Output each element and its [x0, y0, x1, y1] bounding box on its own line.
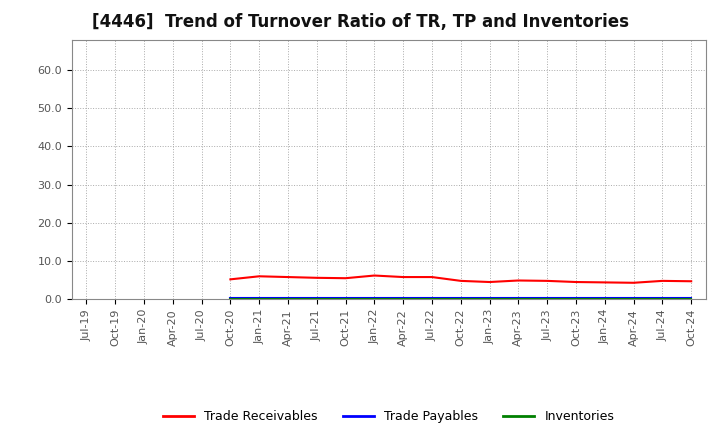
Legend: Trade Receivables, Trade Payables, Inventories: Trade Receivables, Trade Payables, Inven… — [158, 405, 619, 428]
Text: [4446]  Trend of Turnover Ratio of TR, TP and Inventories: [4446] Trend of Turnover Ratio of TR, TP… — [91, 13, 629, 31]
